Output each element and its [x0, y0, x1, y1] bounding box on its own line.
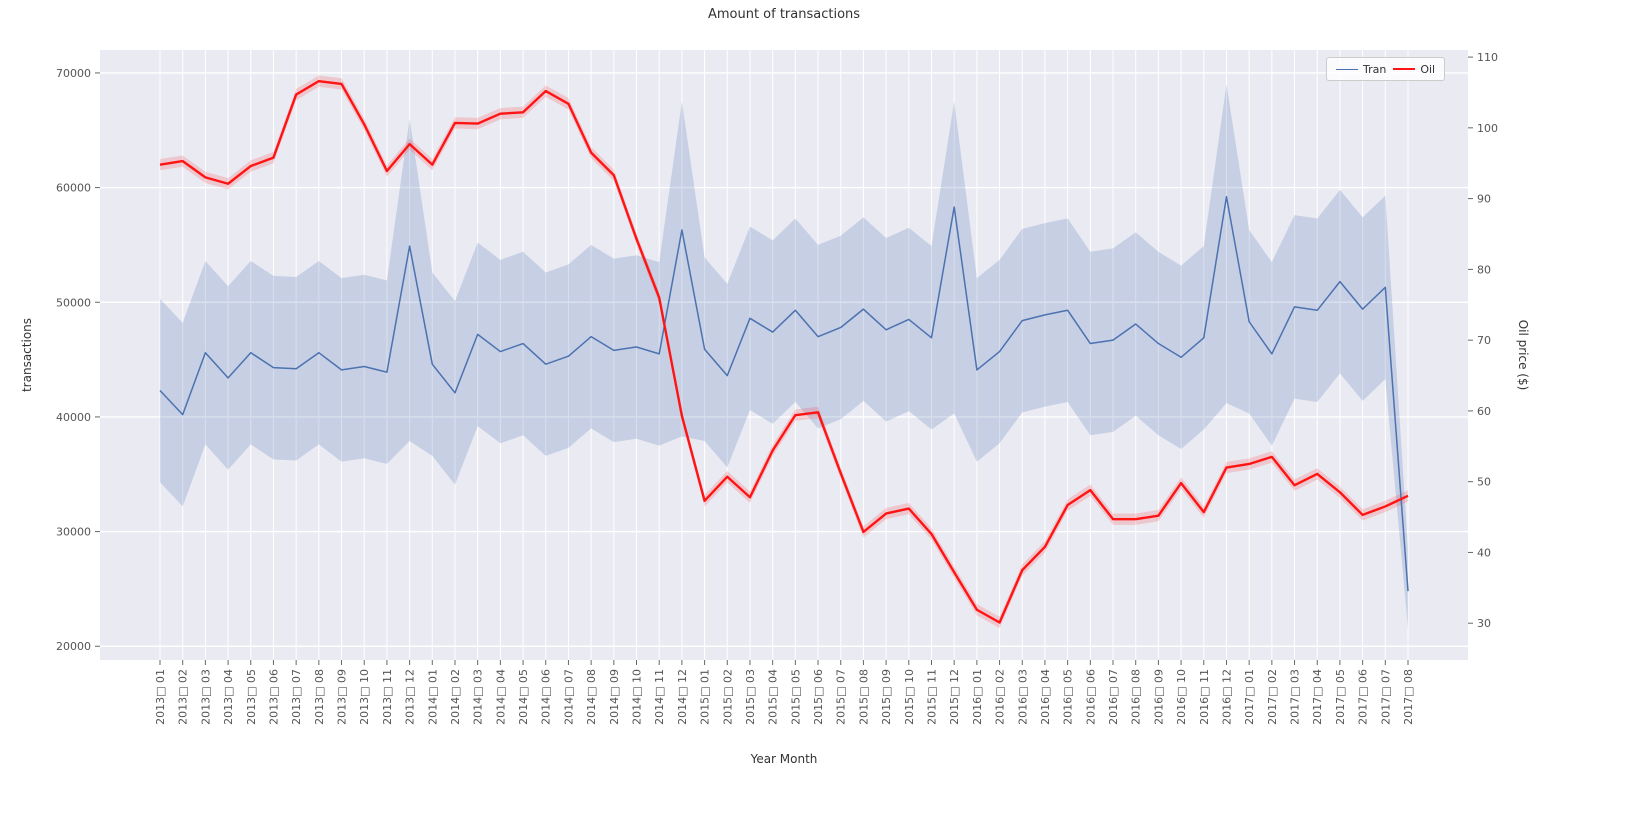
- right-tick-label: 60: [1477, 405, 1491, 418]
- x-tick-label: 2014□ 08: [585, 669, 598, 725]
- x-tick-label: 2015□ 12: [948, 669, 961, 725]
- left-tick-label: 40000: [56, 411, 91, 424]
- legend-label-transactions: Tran: [1363, 62, 1387, 76]
- x-tick-label: 2017□ 04: [1311, 669, 1324, 725]
- x-tick-label: 2014□ 06: [540, 669, 553, 725]
- x-tick-label: 2015□ 09: [880, 669, 893, 725]
- oil-line-sample-icon: [1393, 68, 1416, 70]
- left-tick-label: 60000: [56, 182, 91, 195]
- transactions-confidence-band: [160, 84, 1408, 630]
- left-tick-label: 30000: [56, 526, 91, 539]
- x-tick-label: 2013□ 03: [199, 669, 212, 725]
- x-tick-label: 2015□ 03: [744, 669, 757, 725]
- x-tick-label: 2014□ 02: [449, 669, 462, 725]
- right-tick-label: 40: [1477, 546, 1491, 559]
- legend-item-transactions: Tran: [1336, 63, 1386, 76]
- x-tick-label: 2017□ 03: [1289, 669, 1302, 725]
- right-tick-label: 50: [1477, 476, 1491, 489]
- x-tick-label: 2016□ 12: [1220, 669, 1233, 725]
- left-tick-label: 70000: [56, 67, 91, 80]
- x-tick-label: 2016□ 09: [1152, 669, 1165, 725]
- x-tick-label: 2016□ 10: [1175, 669, 1188, 725]
- x-tick-label: 2016□ 01: [971, 669, 984, 725]
- x-tick-label: 2016□ 02: [994, 669, 1007, 725]
- plot-area: [100, 50, 1468, 660]
- x-tick-label: 2015□ 02: [721, 669, 734, 725]
- x-tick-label: 2014□ 11: [653, 669, 666, 725]
- x-tick-label: 2014□ 07: [562, 669, 575, 725]
- x-tick-label: 2017□ 02: [1266, 669, 1279, 725]
- x-tick-label: 2016□ 07: [1107, 669, 1120, 725]
- x-tick-label: 2017□ 05: [1334, 669, 1347, 725]
- x-tick-label: 2015□ 05: [789, 669, 802, 725]
- x-tick-label: 2015□ 10: [903, 669, 916, 725]
- x-tick-label: 2013□ 07: [290, 669, 303, 725]
- legend: Tran Oil: [1326, 57, 1446, 81]
- x-tick-label: 2016□ 11: [1198, 669, 1211, 725]
- right-tick-label: 80: [1477, 263, 1491, 276]
- right-tick-label: 30: [1477, 617, 1491, 630]
- x-tick-label: 2017□ 06: [1357, 669, 1370, 725]
- right-tick-label: 100: [1477, 122, 1498, 135]
- x-tick-label: 2013□ 06: [267, 669, 280, 725]
- x-tick-label: 2015□ 04: [767, 669, 780, 725]
- x-tick-label: 2017□ 08: [1402, 669, 1415, 725]
- right-tick-label: 70: [1477, 334, 1491, 347]
- x-tick-label: 2014□ 12: [676, 669, 689, 725]
- left-tick-label: 50000: [56, 296, 91, 309]
- left-tick-label: 20000: [56, 640, 91, 653]
- x-axis-label: Year Month: [750, 752, 818, 766]
- x-tick-label: 2015□ 08: [857, 669, 870, 725]
- x-tick-label: 2015□ 11: [925, 669, 938, 725]
- legend-item-oil: Oil: [1393, 63, 1435, 76]
- x-tick-label: 2013□ 12: [404, 669, 417, 725]
- chart-title: Amount of transactions: [707, 7, 861, 22]
- x-tick-label: 2013□ 04: [222, 669, 235, 725]
- x-tick-label: 2013□ 10: [358, 669, 371, 725]
- x-tick-label: 2014□ 09: [608, 669, 621, 725]
- x-tick-label: 2013□ 05: [245, 669, 258, 725]
- x-tick-label: 2014□ 04: [494, 669, 507, 725]
- x-tick-label: 2016□ 06: [1084, 669, 1097, 725]
- left-axis-label: transactions: [20, 317, 34, 393]
- x-tick-label: 2016□ 04: [1039, 669, 1052, 725]
- x-tick-label: 2015□ 07: [835, 669, 848, 725]
- x-tick-label: 2014□ 05: [517, 669, 530, 725]
- x-tick-label: 2017□ 01: [1243, 669, 1256, 725]
- transactions-line: [159, 196, 1409, 592]
- x-tick-label: 2015□ 01: [699, 669, 712, 725]
- x-tick-label: 2013□ 02: [177, 669, 190, 725]
- right-tick-label: 90: [1477, 193, 1491, 206]
- transactions-line-sample-icon: [1336, 68, 1358, 70]
- x-tick-label: 2014□ 10: [631, 669, 644, 725]
- x-tick-label: 2016□ 03: [1016, 669, 1029, 725]
- x-tick-label: 2017□ 07: [1379, 669, 1392, 725]
- x-tick-label: 2016□ 08: [1130, 669, 1143, 725]
- oil-price-line: [159, 79, 1409, 624]
- x-tick-label: 2015□ 06: [812, 669, 825, 725]
- x-tick-label: 2014□ 01: [426, 669, 439, 725]
- oil-confidence-band: [160, 75, 1408, 629]
- legend-label-oil: Oil: [1420, 62, 1436, 76]
- x-tick-label: 2014□ 03: [472, 669, 485, 725]
- right-tick-label: 110: [1477, 51, 1498, 64]
- x-tick-label: 2013□ 01: [154, 669, 167, 725]
- x-tick-label: 2013□ 09: [336, 669, 349, 725]
- x-tick-label: 2016□ 05: [1062, 669, 1075, 725]
- x-tick-label: 2013□ 11: [381, 669, 394, 725]
- right-axis-label: Oil price ($): [1516, 319, 1530, 391]
- x-tick-label: 2013□ 08: [313, 669, 326, 725]
